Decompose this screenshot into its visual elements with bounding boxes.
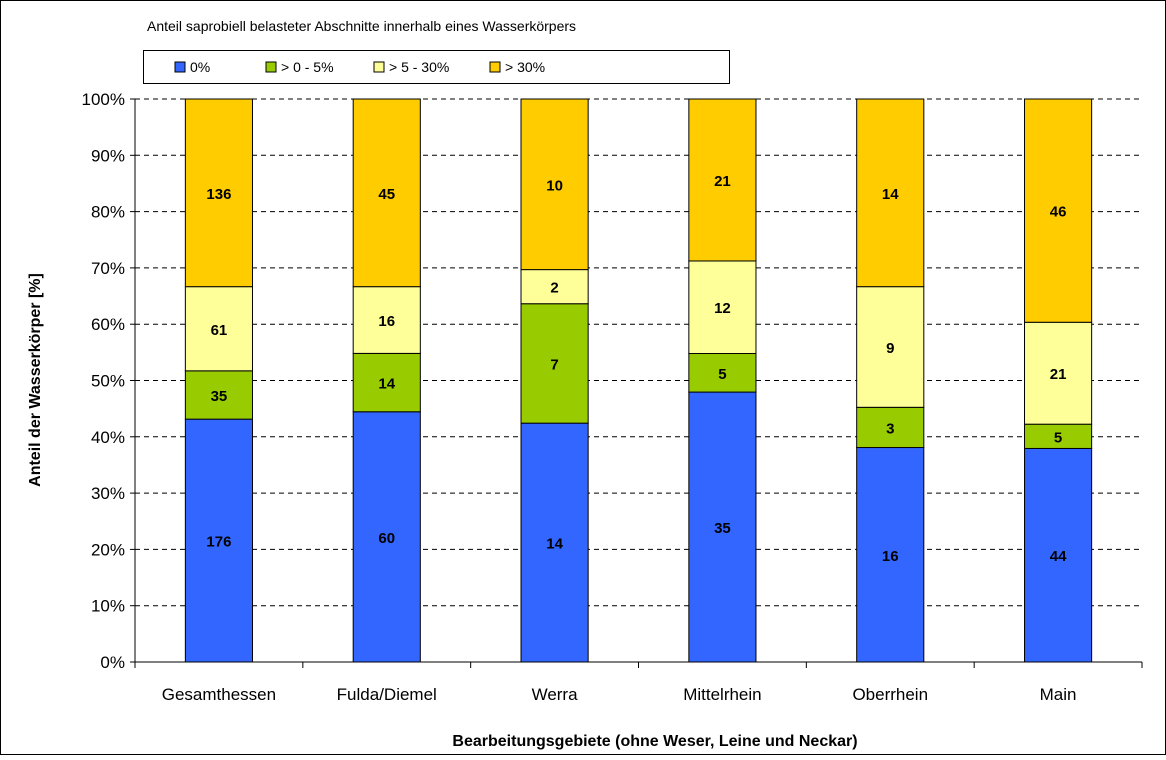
data-label: 176	[206, 534, 231, 551]
data-label: 7	[550, 356, 558, 373]
data-label: 5	[718, 366, 726, 383]
data-label: 16	[882, 548, 899, 565]
data-label: 5	[1054, 429, 1062, 446]
bar-segment	[688, 391, 757, 663]
bars: 176 35 61 136 60 14 16 45 14 7 2 10 35 5 12 21 16 3 9 14 44 5…	[184, 98, 1093, 663]
bar-segment	[856, 447, 925, 663]
x-tick-label: Werra	[532, 685, 579, 704]
bar-segment	[352, 352, 421, 413]
bar-segment	[352, 411, 421, 663]
data-label: 16	[378, 313, 395, 330]
bar-segment	[1024, 423, 1093, 449]
x-tick-label: Oberrhein	[852, 685, 928, 704]
bar-segment	[520, 422, 589, 663]
bar-segment	[520, 303, 589, 424]
data-label: 35	[714, 520, 731, 537]
x-tick-label: Main	[1040, 685, 1077, 704]
y-axis-label: Anteil der Wasserkörper [%]	[27, 273, 44, 487]
data-label: 136	[206, 186, 231, 203]
bar-segment	[1024, 321, 1093, 425]
y-tick-label: 50%	[91, 372, 125, 391]
legend-box	[143, 50, 730, 84]
legend-swatch	[174, 61, 186, 73]
data-label: 14	[546, 536, 563, 553]
legend-swatch	[265, 61, 277, 73]
bar-segment	[352, 286, 421, 354]
data-label: 14	[882, 186, 899, 203]
legend-label: 0%	[190, 59, 210, 75]
bar-segment	[688, 353, 757, 393]
legend-title: Anteil saprobiell belasteter Abschnitte …	[147, 18, 576, 34]
y-tick-labels: 0% 10% 20% 30% 40% 50% 60% 70% 80% 90% 100%	[82, 90, 125, 672]
data-label: 12	[714, 300, 731, 317]
x-tick-label: Mittelrhein	[683, 685, 761, 704]
data-label: 44	[1050, 548, 1067, 565]
bar-segment	[856, 98, 925, 288]
y-tick-label: 30%	[91, 484, 125, 503]
bar-segment	[352, 98, 421, 288]
data-label: 3	[886, 420, 894, 437]
bar-segment	[1024, 447, 1093, 663]
y-tick-label: 0%	[100, 653, 125, 672]
data-label: 9	[886, 340, 894, 357]
x-tick-label: Fulda/Diemel	[337, 685, 437, 704]
legend-label: > 5 - 30%	[389, 59, 449, 75]
x-tick-labels: Gesamthessen Fulda/Diemel Werra Mittelrhein…	[162, 685, 1077, 704]
y-tick-label: 90%	[91, 146, 125, 165]
x-axis-label: Bearbeitungsgebiete (ohne Weser, Leine u…	[452, 733, 857, 750]
data-label: 45	[378, 186, 395, 203]
y-tick-label: 40%	[91, 428, 125, 447]
data-label: 61	[211, 322, 228, 339]
bar-segment	[856, 286, 925, 408]
y-tick-label: 80%	[91, 203, 125, 222]
bar-segment	[688, 98, 757, 262]
bar-segment	[1024, 98, 1093, 323]
y-tick-label: 70%	[91, 259, 125, 278]
axes	[130, 98, 1143, 668]
legend-swatch	[489, 61, 501, 73]
y-tick-label: 20%	[91, 540, 125, 559]
data-label: 2	[550, 280, 558, 297]
legend-label: > 0 - 5%	[281, 59, 334, 75]
data-label: 21	[714, 173, 731, 190]
grid-lines	[135, 98, 1142, 607]
x-tick-label: Gesamthessen	[162, 685, 276, 704]
data-label: 10	[546, 177, 563, 194]
data-label: 46	[1050, 204, 1067, 221]
y-tick-label: 100%	[82, 90, 125, 109]
legend: 0% > 0 - 5% > 5 - 30% > 30%	[143, 50, 730, 84]
data-label: 60	[378, 530, 395, 547]
bar-segment	[184, 418, 253, 663]
y-tick-label: 10%	[91, 597, 125, 616]
data-label: 35	[211, 388, 228, 405]
legend-swatch	[373, 61, 385, 73]
bar-segment	[184, 98, 253, 288]
data-label: 21	[1050, 366, 1067, 383]
data-label: 14	[378, 376, 395, 393]
legend-label: > 30%	[505, 59, 545, 75]
bar-segment	[688, 260, 757, 355]
y-tick-label: 60%	[91, 315, 125, 334]
bar-segment	[184, 286, 253, 372]
bar-segment	[520, 98, 589, 271]
